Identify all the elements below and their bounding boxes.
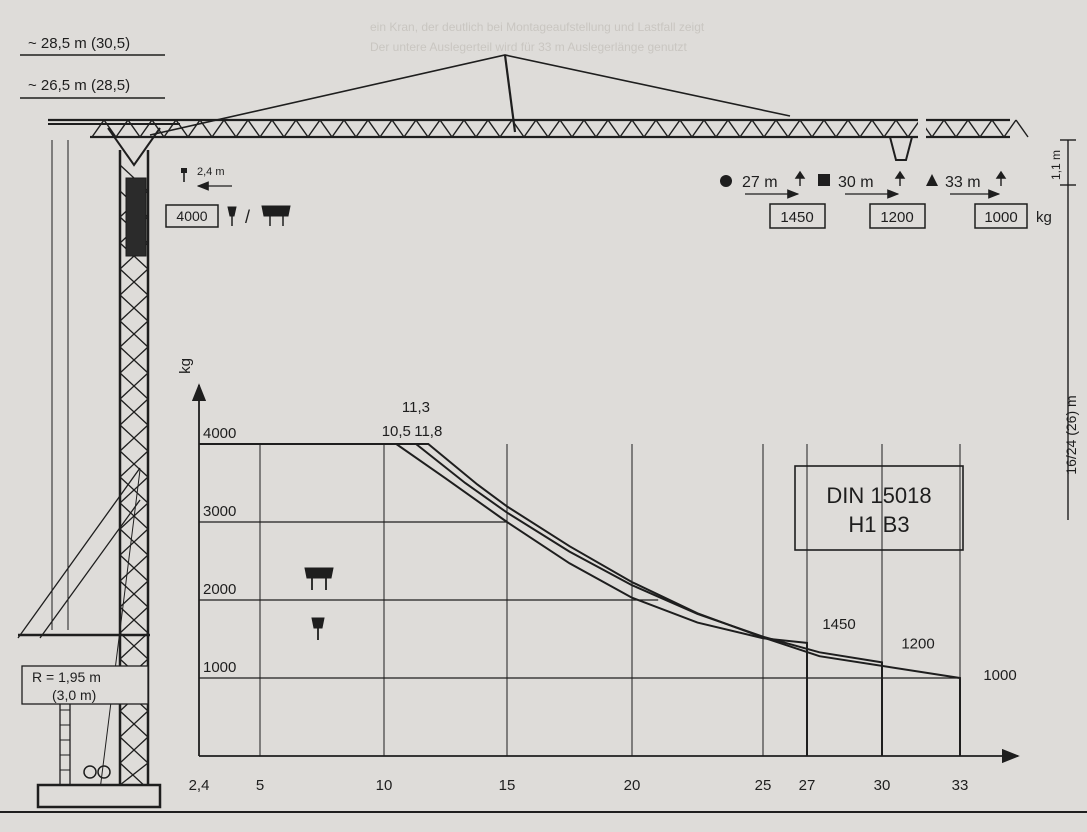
load-curves: [198, 443, 961, 756]
jib-length-30: 30 m: [838, 174, 874, 191]
triangle-marker-icon: [926, 174, 938, 186]
tip-load-33: 1000: [984, 209, 1017, 226]
x-tick-label: 10: [376, 777, 393, 794]
x-tick-label: 20: [624, 777, 641, 794]
ballast-radius-line2: (3,0 m): [52, 687, 96, 703]
max-load-value: 4000: [176, 208, 207, 224]
x-tick-label: 30: [874, 777, 891, 794]
curve-annotation: 1000: [983, 667, 1016, 684]
double-hook-icon: [261, 205, 291, 226]
hook-clearance-label: 1,1 m: [1049, 150, 1063, 180]
single-hook-icon: [227, 206, 237, 226]
circle-marker-icon: [720, 175, 732, 187]
jib-lattice: [91, 119, 1029, 138]
din-standard-line1: DIN 15018: [826, 483, 931, 508]
load-curve-series-1: [199, 443, 808, 756]
tick-labels: 2,4 5 10 15 20 25 27 30 33 1000 2000 3000 4000: [189, 425, 969, 794]
x-tick-label: 27: [799, 777, 816, 794]
x-tick-label: 33: [952, 777, 969, 794]
y-tick-label: 1000: [203, 659, 236, 676]
height-hook-label: ~ 26,5 m (28,5): [28, 77, 130, 94]
jib-config-30: 30 m 1200: [818, 170, 926, 229]
y-axis-label: kg: [177, 358, 194, 374]
y-tick-label: 4000: [203, 425, 236, 442]
under-hook-height-label: 16/24 (26) m: [1063, 395, 1079, 474]
tip-load-30: 1200: [880, 209, 913, 226]
trolley: [889, 136, 913, 161]
curve-annotation: 1450: [822, 616, 855, 633]
x-tick-label: 15: [499, 777, 516, 794]
ghost-text-line-2: Der untere Auslegerteil wird für 33 m Au…: [370, 40, 687, 54]
min-radius-label: 2,4 m: [197, 166, 225, 178]
square-marker-icon: [818, 174, 830, 186]
x-tick-label: 25: [755, 777, 772, 794]
ballast-radius-line1: R = 1,95 m: [32, 669, 101, 685]
load-separator: /: [245, 207, 250, 227]
jib-length-27: 27 m: [742, 174, 778, 191]
jib-unit-kg: kg: [1036, 209, 1052, 226]
din-standard-line2: H1 B3: [848, 512, 909, 537]
single-hook-icon: [181, 168, 187, 182]
double-hook-icon: [304, 567, 334, 590]
jib-config-27: 27 m 1450: [720, 170, 826, 229]
operator-cab: [125, 177, 147, 257]
curve-annotation: 11,3: [402, 399, 430, 416]
curve-annotation: 1200: [901, 635, 934, 652]
x-tick-label: 2,4: [189, 777, 210, 794]
crane-drawing: [0, 54, 1087, 813]
axes: [191, 383, 1020, 764]
ghost-text-line-1: ein Kran, der deutlich bei Montageaufste…: [370, 20, 705, 34]
jib-length-33: 33 m: [945, 174, 981, 191]
single-hook-icon: [311, 617, 325, 640]
y-tick-label: 2000: [203, 581, 236, 598]
height-top-label: ~ 28,5 m (30,5): [28, 35, 130, 52]
curve-annotation: 11,8: [414, 423, 442, 440]
grid: [199, 443, 961, 756]
y-tick-label: 3000: [203, 503, 236, 520]
ballast-radius-box: [21, 665, 149, 705]
undercarriage: [36, 783, 162, 809]
annotations: 10,5 11,3 11,8 1450 1200 1000: [382, 399, 1017, 684]
curve-annotation: 10,5: [382, 423, 411, 440]
x-tick-label: 5: [256, 777, 264, 794]
max-load-box: [165, 204, 219, 228]
din-standard-box: [794, 465, 964, 551]
jib-config-33: 33 m 1000: [926, 170, 1028, 229]
tower-lattice: [119, 164, 149, 790]
tip-load-27: 1450: [780, 209, 813, 226]
